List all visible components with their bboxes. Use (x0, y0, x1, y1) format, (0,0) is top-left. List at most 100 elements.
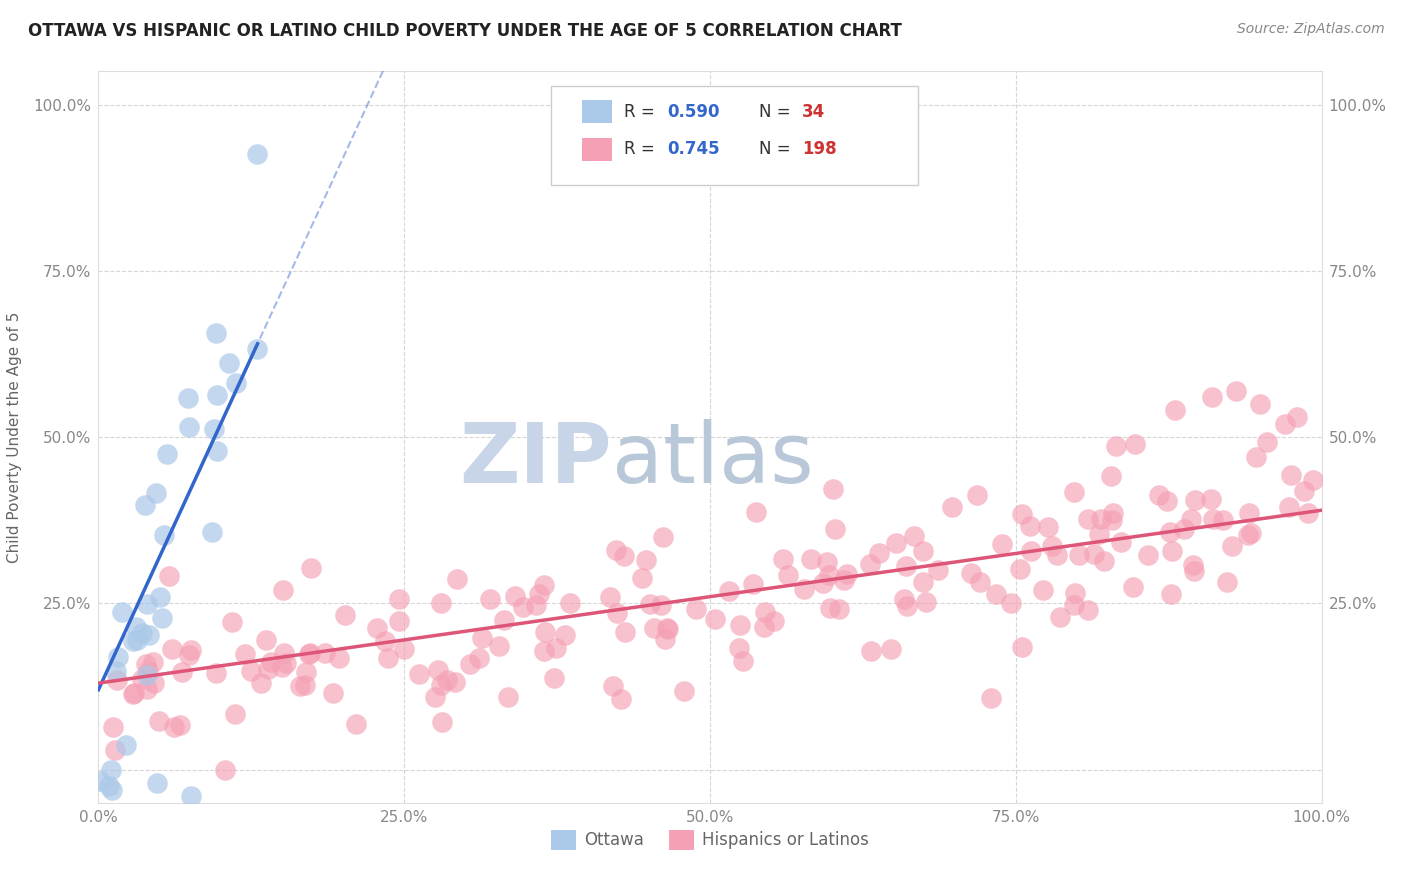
Text: Source: ZipAtlas.com: Source: ZipAtlas.com (1237, 22, 1385, 37)
Point (100, 763, 122, 777)
Point (927, 563, 949, 577)
Point (100, 782, 122, 797)
Point (170, 665, 193, 679)
Text: ZIP: ZIP (460, 418, 612, 500)
Point (969, 575, 991, 590)
Point (1011, 640, 1033, 654)
Point (125, 632, 148, 647)
Point (1147, 488, 1170, 502)
Point (1225, 384, 1247, 398)
Point (966, 487, 988, 501)
Point (240, 664, 263, 678)
Point (138, 628, 160, 642)
Point (772, 551, 794, 566)
Point (835, 567, 858, 582)
Point (1102, 506, 1125, 520)
Point (1099, 469, 1122, 483)
Point (157, 568, 180, 582)
Point (657, 622, 679, 636)
Point (941, 500, 963, 514)
Point (554, 628, 576, 642)
Point (727, 641, 749, 656)
Point (793, 582, 815, 596)
Point (1199, 492, 1222, 507)
Point (142, 655, 165, 669)
Point (821, 483, 844, 497)
Point (1256, 435, 1278, 450)
Point (314, 646, 336, 660)
Point (180, 789, 202, 804)
Point (430, 596, 453, 610)
Point (1160, 586, 1182, 600)
Point (257, 662, 280, 676)
Point (638, 597, 661, 611)
Point (436, 673, 458, 688)
Point (1000, 596, 1022, 610)
Point (1296, 506, 1319, 520)
Point (818, 568, 841, 582)
Point (512, 599, 534, 614)
Point (613, 549, 636, 563)
Point (288, 679, 311, 693)
Point (299, 646, 322, 660)
Point (103, 719, 125, 733)
Point (1123, 437, 1146, 451)
Point (752, 620, 775, 634)
Point (1292, 483, 1315, 498)
Point (762, 615, 785, 629)
Point (903, 529, 925, 543)
Point (986, 587, 1008, 601)
Point (122, 633, 145, 648)
Point (149, 591, 172, 605)
Point (408, 667, 430, 681)
Point (1212, 512, 1234, 526)
Point (107, 650, 129, 665)
Point (1122, 580, 1144, 594)
Point (496, 690, 519, 704)
Point (273, 646, 295, 660)
Point (205, 444, 228, 458)
Point (960, 566, 983, 580)
Point (136, 664, 159, 678)
Point (818, 600, 841, 615)
Text: N =: N = (759, 103, 796, 120)
Point (643, 621, 665, 635)
Point (103, 743, 125, 757)
Point (1286, 410, 1309, 425)
Point (527, 587, 550, 601)
Point (778, 568, 800, 582)
Point (1240, 526, 1263, 541)
Point (249, 675, 271, 690)
Point (859, 558, 882, 572)
Point (1184, 493, 1206, 508)
Point (458, 657, 481, 671)
Point (884, 536, 907, 550)
Point (657, 621, 679, 635)
Point (893, 592, 915, 607)
Point (135, 657, 157, 672)
Point (533, 644, 555, 658)
Point (599, 590, 621, 604)
Point (1049, 609, 1071, 624)
Point (131, 672, 153, 686)
Point (1090, 512, 1112, 526)
Point (136, 682, 159, 697)
Point (388, 592, 411, 607)
Point (896, 599, 918, 614)
Point (1160, 543, 1182, 558)
Point (430, 714, 453, 729)
Point (1063, 586, 1085, 600)
Point (443, 675, 465, 690)
Point (1104, 439, 1126, 453)
Point (148, 714, 170, 729)
Y-axis label: Child Poverty Under the Age of 5: Child Poverty Under the Age of 5 (7, 311, 22, 563)
Text: R =: R = (624, 103, 661, 120)
Point (344, 717, 367, 731)
Point (180, 642, 202, 657)
Text: 0.745: 0.745 (668, 140, 720, 159)
Point (246, 147, 269, 161)
Point (1216, 575, 1239, 590)
Point (430, 678, 453, 692)
Point (730, 618, 752, 632)
Point (163, 720, 186, 734)
